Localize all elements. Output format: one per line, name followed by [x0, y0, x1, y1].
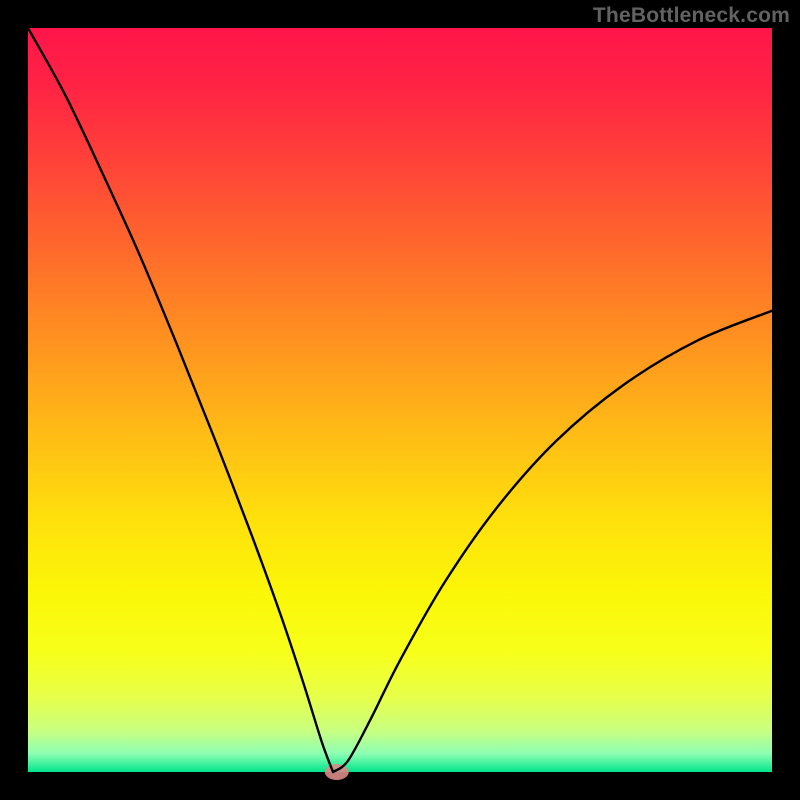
bottleneck-chart — [0, 0, 800, 800]
watermark-text: TheBottleneck.com — [593, 4, 790, 28]
chart-stage: TheBottleneck.com — [0, 0, 800, 800]
minimum-marker — [325, 764, 349, 780]
